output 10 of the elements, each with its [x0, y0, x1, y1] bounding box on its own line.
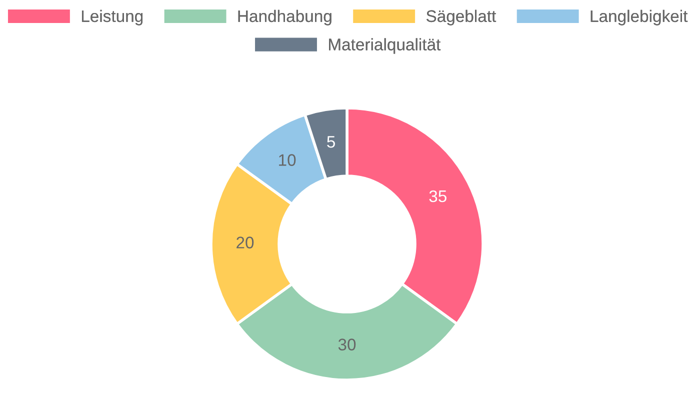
data-label: 30 — [338, 338, 356, 350]
data-label: 35 — [429, 190, 446, 202]
legend-label: Leistung — [82, 10, 143, 26]
data-label: 20 — [236, 236, 254, 248]
legend-label: Sägeblatt — [426, 10, 496, 26]
legend-label: Materialqualität — [329, 38, 441, 54]
data-label: 5 — [327, 136, 335, 148]
legend-label: Handhabung — [238, 10, 332, 26]
data-label: 10 — [279, 154, 296, 166]
legend-label: Langlebigkeit — [590, 10, 688, 26]
